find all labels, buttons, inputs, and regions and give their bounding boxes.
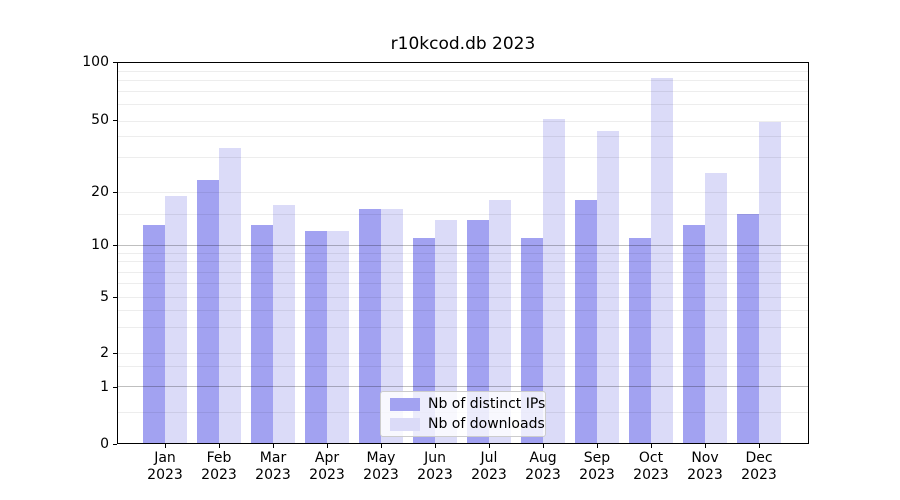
x-tick-label-aug: Aug 2023 [525,450,561,483]
minor-gridline [118,310,808,312]
minor-gridline [118,261,808,263]
bar-downloads-mar [273,204,295,443]
x-tick-label-may: May 2023 [363,450,399,483]
legend-label-distinct-ips: Nb of distinct IPs [428,396,546,412]
bar-distinct-ips-jan [143,225,165,443]
bar-distinct-ips-apr [305,231,327,443]
bar-downloads-dec [759,122,781,443]
x-tick-label-dec: Dec 2023 [741,450,777,483]
legend-swatch-distinct-ips [390,397,420,411]
minor-gridline [118,352,808,354]
bar-distinct-ips-oct [629,237,651,443]
x-tick-label-nov: Nov 2023 [687,450,723,483]
minor-gridline [118,282,808,284]
y-tick-mark [113,353,117,354]
y-tick-mark [113,120,117,121]
plot-area [117,62,809,444]
x-tick-label-apr: Apr 2023 [309,450,345,483]
major-gridline [118,386,808,387]
y-tick-label: 1 [100,378,109,395]
bar-downloads-feb [219,147,241,443]
y-tick-mark [113,386,117,388]
minor-gridline [118,79,808,81]
bar-distinct-ips-may [359,209,381,443]
x-tick-label-jun: Jun 2023 [417,450,453,483]
minor-gridline [118,366,808,368]
minor-gridline [118,157,808,159]
y-tick-label: 50 [91,112,109,128]
x-tick-mark [381,444,382,448]
legend: Nb of distinct IPs Nb of downloads [380,391,546,437]
major-gridline [118,245,808,247]
minor-gridline [118,296,808,298]
minor-gridline [118,192,808,193]
x-tick-mark [651,444,652,448]
legend-swatch-downloads [390,417,420,431]
bar-downloads-sep [597,130,619,443]
bar-downloads-nov [705,172,727,443]
bar-distinct-ips-mar [251,225,273,443]
x-tick-mark [597,444,598,448]
legend-label-downloads: Nb of downloads [428,416,545,432]
bar-distinct-ips-jul [467,219,489,443]
minor-gridline [118,326,808,328]
x-tick-mark [759,444,760,448]
x-tick-label-jul: Jul 2023 [471,450,507,483]
bar-distinct-ips-feb [197,180,219,443]
y-tick-label: 5 [100,288,109,305]
bar-downloads-jun [435,219,457,443]
x-tick-label-jan: Jan 2023 [147,450,183,483]
bar-distinct-ips-sep [575,200,597,443]
minor-gridline [118,252,808,254]
x-tick-label-sep: Sep 2023 [579,450,615,483]
x-tick-mark [219,444,220,448]
minor-gridline [118,135,808,137]
chart-title: r10kcod.db 2023 [390,34,536,54]
bar-downloads-jan [165,196,187,443]
bar-distinct-ips-dec [737,214,759,443]
x-tick-mark [273,444,274,448]
y-tick-label: 20 [91,183,109,200]
x-tick-mark [705,444,706,448]
minor-gridline [118,90,808,92]
minor-gridline [118,214,808,216]
minor-gridline [118,104,808,106]
bar-downloads-may [381,209,403,443]
x-tick-mark [327,444,328,448]
bar-downloads-oct [651,78,673,443]
x-tick-label-feb: Feb 2023 [201,450,237,483]
x-tick-mark [165,444,166,448]
bar-downloads-aug [543,118,565,443]
x-tick-mark [489,444,490,448]
y-tick-mark [113,62,117,63]
x-tick-label-oct: Oct 2023 [633,450,669,483]
bar-downloads-jul [489,200,511,443]
legend-item-downloads: Nb of downloads [390,416,545,432]
bar-distinct-ips-nov [683,225,705,443]
minor-gridline [118,71,808,72]
y-tick-label: 10 [91,237,109,253]
x-tick-mark [543,444,544,448]
y-tick-label: 0 [100,436,109,452]
y-tick-mark [113,191,117,193]
legend-item-distinct-ips: Nb of distinct IPs [390,396,545,412]
minor-gridline [118,120,808,122]
x-tick-mark [435,444,436,448]
y-tick-label: 2 [100,345,109,361]
bar-downloads-apr [327,231,349,443]
y-tick-mark [113,444,117,445]
y-tick-mark [113,245,117,246]
minor-gridline [118,271,808,273]
y-tick-mark [113,296,117,298]
x-tick-label-mar: Mar 2023 [255,450,291,483]
y-tick-label: 100 [82,54,109,70]
